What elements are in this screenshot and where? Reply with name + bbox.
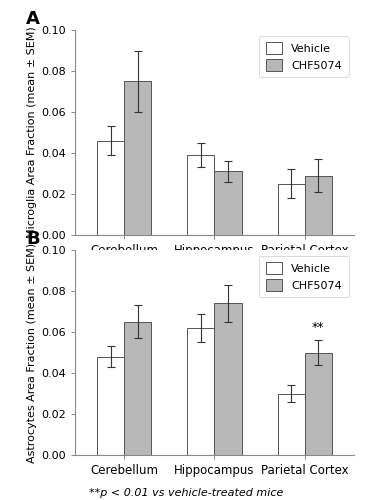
Legend: Vehicle, CHF5074: Vehicle, CHF5074	[259, 256, 349, 298]
Text: **: **	[312, 321, 325, 334]
Bar	[278, 394, 305, 455]
Y-axis label: Microglia Area Fraction (mean ± SEM): Microglia Area Fraction (mean ± SEM)	[26, 26, 37, 238]
Bar	[305, 176, 332, 235]
Bar	[214, 172, 242, 235]
Bar	[124, 322, 151, 455]
Bar	[97, 140, 124, 235]
Text: **p < 0.01 vs vehicle-treated mice: **p < 0.01 vs vehicle-treated mice	[89, 488, 284, 498]
Bar	[97, 356, 124, 455]
Bar	[278, 184, 305, 235]
Text: B: B	[26, 230, 40, 248]
Legend: Vehicle, CHF5074: Vehicle, CHF5074	[259, 36, 349, 78]
Bar	[214, 304, 242, 455]
Bar	[187, 155, 214, 235]
Bar	[187, 328, 214, 455]
Bar	[305, 352, 332, 455]
Text: A: A	[26, 10, 40, 28]
Y-axis label: Astrocytes Area Fraction (mean ± SEM): Astrocytes Area Fraction (mean ± SEM)	[26, 242, 37, 462]
Bar	[124, 81, 151, 235]
